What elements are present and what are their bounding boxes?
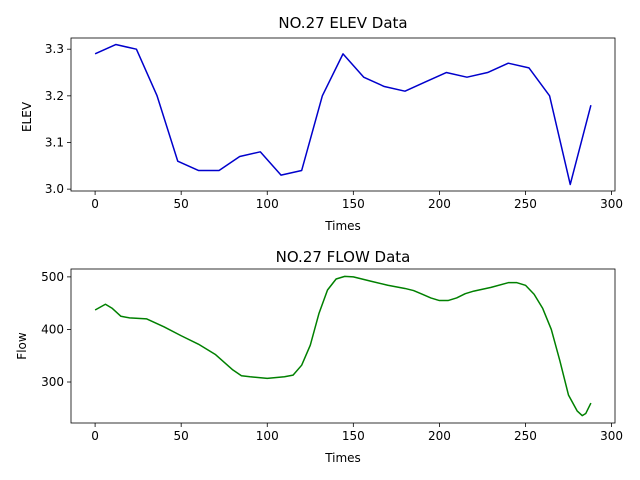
elev-series-line (94, 43, 592, 186)
flow-x-tick-label: 250 (514, 429, 537, 443)
flow-axes-frame (70, 268, 616, 424)
flow-y-tick-label: 300 (41, 375, 64, 389)
flow-x-tick-label: 100 (256, 429, 279, 443)
flow-y-tick-label: 400 (41, 322, 64, 336)
elev-x-tick-label: 300 (600, 197, 623, 211)
elev-x-tick-label: 100 (256, 197, 279, 211)
flow-x-tick-label: 200 (428, 429, 451, 443)
elev-chart-title: NO.27 ELEV Data (278, 14, 407, 32)
flow-x-axis-label: Times (324, 451, 361, 465)
elev-x-tick-label: 150 (342, 197, 365, 211)
elev-x-tick-label: 200 (428, 197, 451, 211)
flow-x-tick-label: 0 (91, 429, 99, 443)
elev-y-axis-label: ELEV (20, 101, 34, 132)
elev-subplot: NO.27 ELEV Data Times ELEV 0 50 100 150 200 2… (20, 14, 623, 233)
flow-y-tick-label: 500 (41, 270, 64, 284)
flow-chart-title: NO.27 FLOW Data (276, 248, 411, 266)
flow-y-axis-label: Flow (15, 332, 29, 360)
elev-x-axis-label: Times (324, 219, 361, 233)
elev-y-tick-label: 3.2 (45, 89, 64, 103)
elev-y-tick-label: 3.3 (45, 42, 64, 56)
elev-y-tick-label: 3.1 (45, 135, 64, 149)
elev-axes-frame (70, 37, 616, 192)
flow-series-line (94, 275, 592, 417)
elev-y-tick-label: 3.0 (45, 182, 64, 196)
flow-subplot: NO.27 FLOW Data Times Flow 0 50 100 150 200 2… (15, 248, 623, 465)
flow-x-tick-label: 150 (342, 429, 365, 443)
flow-x-tick-label: 50 (174, 429, 189, 443)
elev-x-tick-label: 50 (174, 197, 189, 211)
elev-x-tick-label: 250 (514, 197, 537, 211)
elev-x-tick-label: 0 (91, 197, 99, 211)
flow-x-tick-label: 300 (600, 429, 623, 443)
